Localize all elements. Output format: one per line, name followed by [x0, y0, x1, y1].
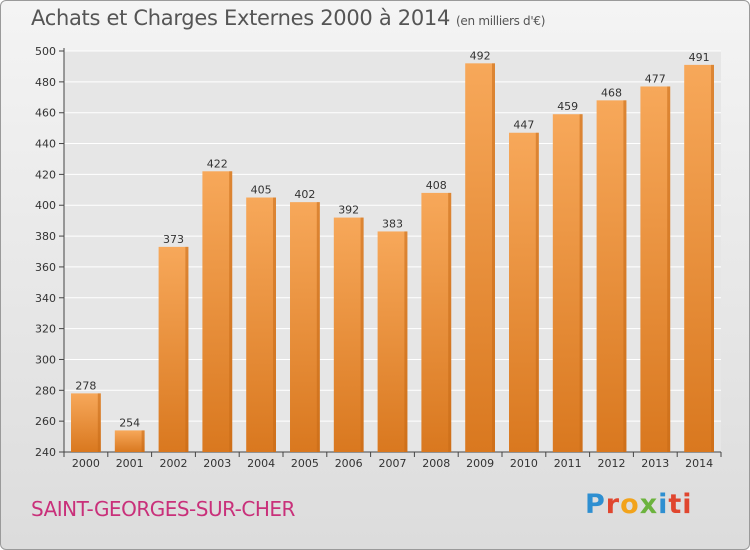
data-label-2000: 278 — [75, 379, 96, 392]
x-tick-label-2014: 2014 — [685, 457, 713, 470]
bar-2014 — [684, 64, 714, 452]
bar-shade-2005 — [316, 202, 320, 452]
x-tick-label-2008: 2008 — [422, 457, 450, 470]
bar-2008 — [421, 192, 452, 452]
bar-2000 — [71, 393, 101, 452]
bar-2007 — [377, 231, 408, 452]
y-tick-label: 500 — [35, 45, 56, 58]
bar-shade-2012 — [623, 100, 627, 452]
y-tick-label: 360 — [35, 261, 56, 274]
logo-letter-i: i — [658, 489, 669, 520]
logo-letter-x: x — [639, 489, 659, 520]
bar-shade-2002 — [185, 246, 189, 452]
data-label-2009: 492 — [470, 49, 491, 62]
data-label-2012: 468 — [601, 86, 622, 99]
bar-2005 — [290, 202, 320, 452]
y-tick-label: 400 — [35, 199, 56, 212]
bar-shade-2014 — [710, 64, 714, 452]
data-label-2011: 459 — [557, 100, 578, 113]
data-label-2010: 447 — [513, 119, 534, 132]
y-tick-label: 260 — [35, 415, 56, 428]
bar-shade-2011 — [579, 114, 583, 452]
data-label-2014: 491 — [689, 51, 710, 64]
x-tick-label-2007: 2007 — [379, 457, 407, 470]
y-tick-label: 380 — [35, 230, 56, 243]
bar-2013 — [640, 86, 671, 452]
town-name: SAINT-GEORGES-SUR-CHER — [31, 497, 295, 521]
bar-shade-2007 — [404, 231, 408, 452]
x-tick-label-2009: 2009 — [466, 457, 494, 470]
bar-shade-2013 — [667, 86, 671, 452]
bar-shade-2006 — [360, 217, 364, 452]
chart-title-text: Achats et Charges Externes 2000 à 2014 — [31, 6, 451, 30]
x-tick-label-2004: 2004 — [247, 457, 275, 470]
y-tick-label: 480 — [35, 76, 56, 89]
x-tick-label-2005: 2005 — [291, 457, 319, 470]
chart-title: Achats et Charges Externes 2000 à 2014 (e… — [31, 6, 545, 30]
x-tick-label-2001: 2001 — [116, 457, 144, 470]
logo-letter-p: P — [585, 489, 606, 520]
data-label-2006: 392 — [338, 204, 359, 217]
bar-2012 — [596, 100, 627, 452]
y-tick-label: 300 — [35, 353, 56, 366]
data-label-2008: 408 — [426, 179, 447, 192]
bar-shade-2001 — [141, 430, 145, 452]
data-label-2005: 402 — [294, 188, 315, 201]
bar-shade-2000 — [97, 393, 101, 452]
x-tick-label-2012: 2012 — [598, 457, 626, 470]
bar-2009 — [465, 63, 495, 452]
x-tick-label-2000: 2000 — [72, 457, 100, 470]
x-tick-label-2002: 2002 — [160, 457, 188, 470]
data-label-2001: 254 — [119, 416, 140, 429]
bar-shade-2003 — [229, 171, 233, 453]
logo-letter-ti: ti — [668, 489, 693, 520]
data-label-2002: 373 — [163, 233, 184, 246]
logo-letter-r: r — [605, 489, 621, 520]
data-label-2007: 383 — [382, 217, 403, 230]
bars — [71, 63, 714, 453]
proxiti-logo[interactable]: Proxiti — [585, 489, 693, 520]
y-tick-label: 420 — [35, 168, 56, 181]
bar-shade-2008 — [448, 192, 452, 452]
x-tick-label-2013: 2013 — [641, 457, 669, 470]
data-label-2004: 405 — [251, 184, 272, 197]
y-tick-label: 280 — [35, 384, 56, 397]
data-labels: 278 254 373 422 405 402 392 383 408 492 447 459 468 4… — [75, 49, 709, 429]
y-tick-label: 460 — [35, 107, 56, 120]
x-tick-label-2006: 2006 — [335, 457, 363, 470]
logo-letter-o: o — [620, 489, 640, 520]
bar-2004 — [246, 197, 276, 452]
bar-2011 — [552, 114, 583, 452]
y-tick-label: 240 — [35, 446, 56, 459]
x-tick-label-2003: 2003 — [203, 457, 231, 470]
bar-2006 — [333, 217, 364, 452]
data-label-2003: 422 — [207, 157, 228, 170]
chart-subtitle: (en milliers d'€) — [456, 14, 546, 28]
y-tick-label: 440 — [35, 138, 56, 151]
bar-2003 — [202, 171, 233, 453]
y-tick-label: 320 — [35, 323, 56, 336]
y-tick-label: 340 — [35, 292, 56, 305]
x-tick-label-2010: 2010 — [510, 457, 538, 470]
data-label-2013: 477 — [645, 72, 666, 85]
bar-2002 — [158, 246, 189, 452]
bar-shade-2010 — [535, 132, 539, 452]
bar-shade-2004 — [272, 197, 276, 452]
bar-shade-2009 — [491, 63, 495, 452]
bar-2010 — [509, 132, 539, 452]
bar-2001 — [114, 430, 145, 452]
x-tick-label-2011: 2011 — [554, 457, 582, 470]
